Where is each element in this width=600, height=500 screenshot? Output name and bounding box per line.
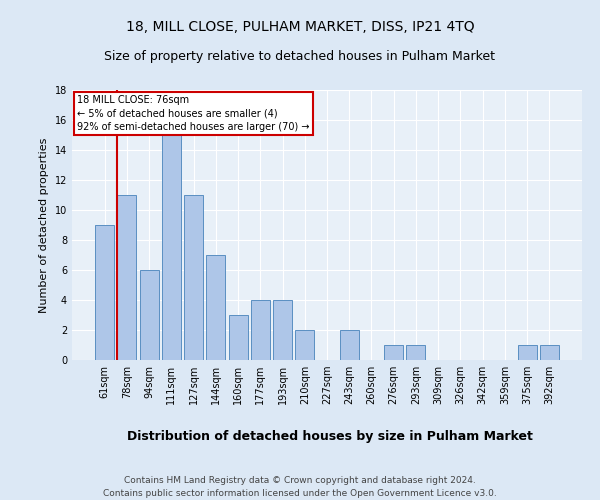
- Bar: [140, 270, 158, 360]
- Bar: [340, 330, 359, 360]
- Text: Distribution of detached houses by size in Pulham Market: Distribution of detached houses by size …: [127, 430, 533, 443]
- Bar: [518, 345, 536, 360]
- Text: 18, MILL CLOSE, PULHAM MARKET, DISS, IP21 4TQ: 18, MILL CLOSE, PULHAM MARKET, DISS, IP2…: [125, 20, 475, 34]
- Bar: [162, 135, 181, 360]
- Bar: [184, 195, 203, 360]
- Bar: [251, 300, 270, 360]
- Bar: [273, 300, 292, 360]
- Bar: [229, 315, 248, 360]
- Bar: [295, 330, 314, 360]
- Text: 18 MILL CLOSE: 76sqm
← 5% of detached houses are smaller (4)
92% of semi-detache: 18 MILL CLOSE: 76sqm ← 5% of detached ho…: [77, 96, 310, 132]
- Bar: [95, 225, 114, 360]
- Bar: [118, 195, 136, 360]
- Bar: [540, 345, 559, 360]
- Y-axis label: Number of detached properties: Number of detached properties: [39, 138, 49, 312]
- Bar: [384, 345, 403, 360]
- Text: Contains HM Land Registry data © Crown copyright and database right 2024.
Contai: Contains HM Land Registry data © Crown c…: [103, 476, 497, 498]
- Bar: [406, 345, 425, 360]
- Bar: [206, 255, 225, 360]
- Text: Size of property relative to detached houses in Pulham Market: Size of property relative to detached ho…: [104, 50, 496, 63]
